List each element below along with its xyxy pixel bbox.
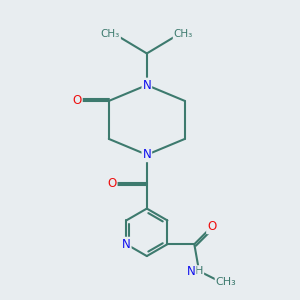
Text: O: O [73,94,82,107]
Text: CH₃: CH₃ [101,29,120,39]
Text: CH₃: CH₃ [216,277,236,287]
Text: O: O [207,220,216,233]
Text: H: H [195,266,203,276]
Text: N: N [122,238,130,251]
Text: O: O [107,177,117,190]
Text: CH₃: CH₃ [174,29,193,39]
Text: N: N [187,265,196,278]
Text: N: N [142,148,151,161]
Text: N: N [142,79,151,92]
